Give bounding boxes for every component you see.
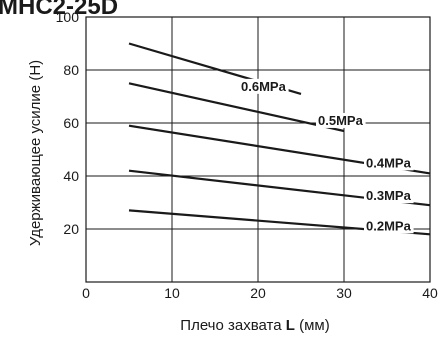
y-tick-label: 100 — [56, 9, 80, 25]
x-tick-label: 40 — [422, 285, 438, 301]
y-tick-label: 20 — [63, 221, 79, 237]
plot-frame — [85, 16, 431, 283]
x-tick-label: 0 — [82, 285, 90, 301]
series-label: 0.6MPa — [241, 79, 287, 94]
x-axis-label: Плечо захвата L (мм) — [180, 317, 329, 334]
series-label-backing — [239, 78, 289, 94]
series-label-backing — [364, 155, 414, 171]
y-tick-label: 60 — [63, 115, 79, 131]
tick-labels: 0 10 20 30 40 20 40 60 80 100 — [56, 9, 438, 301]
series-label: 0.4MPa — [366, 155, 412, 170]
x-tick-label: 20 — [250, 285, 266, 301]
y-tick-label: 40 — [63, 168, 79, 184]
series-label-backing — [316, 112, 366, 128]
chart-title: MHC2-25D — [0, 0, 118, 20]
grid-lines — [86, 17, 430, 282]
x-tick-label: 30 — [336, 285, 352, 301]
y-tick-label: 80 — [63, 62, 79, 78]
series-lines — [128, 42, 431, 236]
series-label: 0.5MPa — [318, 113, 364, 128]
series-label-backing — [364, 218, 414, 234]
series-line — [128, 82, 345, 133]
y-axis-label: Удерживающее усилие (Н) — [27, 60, 44, 246]
x-tick-label: 10 — [164, 285, 180, 301]
series-labels: 0.6MPa 0.5MPa 0.4MPa 0.3MPa 0.2MPa — [239, 78, 414, 234]
series-label: 0.3MPa — [366, 188, 412, 203]
series-label-backing — [364, 188, 414, 204]
series-label: 0.2MPa — [366, 218, 412, 233]
